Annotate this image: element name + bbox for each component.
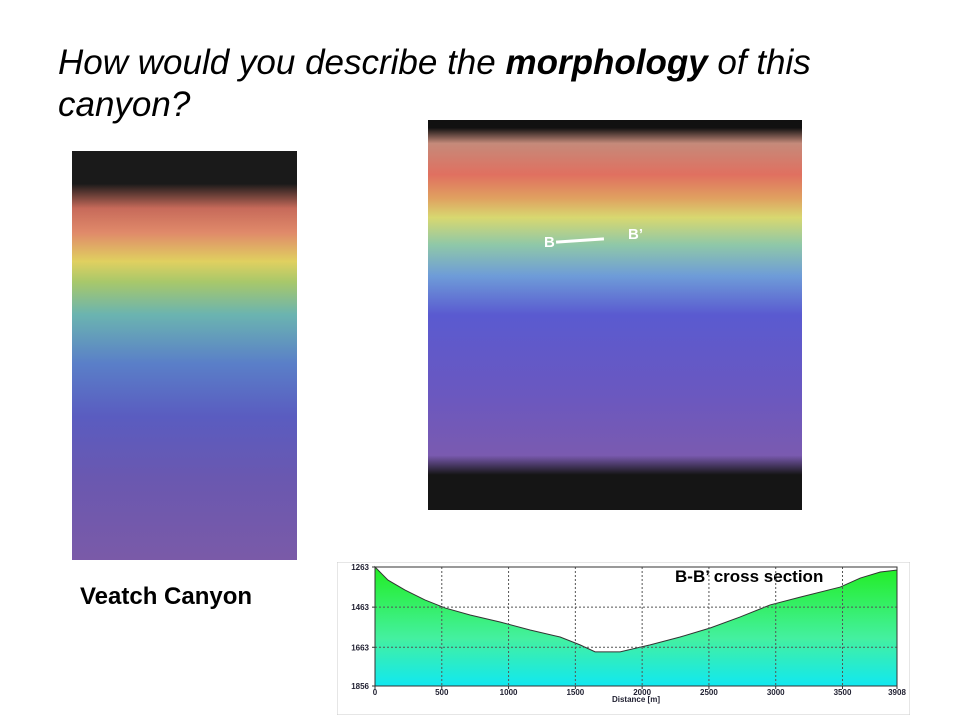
y-tick-label: 1463 xyxy=(351,603,369,612)
profile-area xyxy=(374,565,898,687)
title: How would you describe the morphology of… xyxy=(58,42,908,126)
title-text: How would you describe the xyxy=(58,43,506,82)
plot-border xyxy=(374,566,898,687)
caption: Veatch Canyon xyxy=(80,583,253,610)
x-tick-label: 1000 xyxy=(500,688,518,697)
x-tick-label: 3908 xyxy=(888,688,906,697)
x-tick-label: 2500 xyxy=(700,688,718,697)
bathymetry-image xyxy=(428,120,802,510)
chart-title: B-B’ cross section xyxy=(675,567,823,586)
x-tick-label: 1500 xyxy=(566,688,584,697)
cross-section-chart: B-B’ cross section Distance [m] 0 500 1000… xyxy=(337,562,910,715)
y-tick-label: 1856 xyxy=(351,682,369,691)
x-tick-label: 3000 xyxy=(767,688,785,697)
bathymetry-image xyxy=(72,151,297,560)
title-text: of this canyon? xyxy=(58,43,811,124)
section-line xyxy=(555,237,605,244)
x-tick-label: 2000 xyxy=(633,688,651,697)
section-label: B’ xyxy=(628,226,643,243)
x-tick-label: 0 xyxy=(373,688,378,697)
title-bold: morphology xyxy=(505,43,708,82)
y-tick-label: 1663 xyxy=(351,643,369,652)
y-tick-label: 1263 xyxy=(351,563,369,572)
section-label: B xyxy=(544,234,555,251)
x-tick-label: 3500 xyxy=(834,688,852,697)
x-tick-label: 500 xyxy=(435,688,449,697)
x-axis-label: Distance [m] xyxy=(612,695,660,704)
